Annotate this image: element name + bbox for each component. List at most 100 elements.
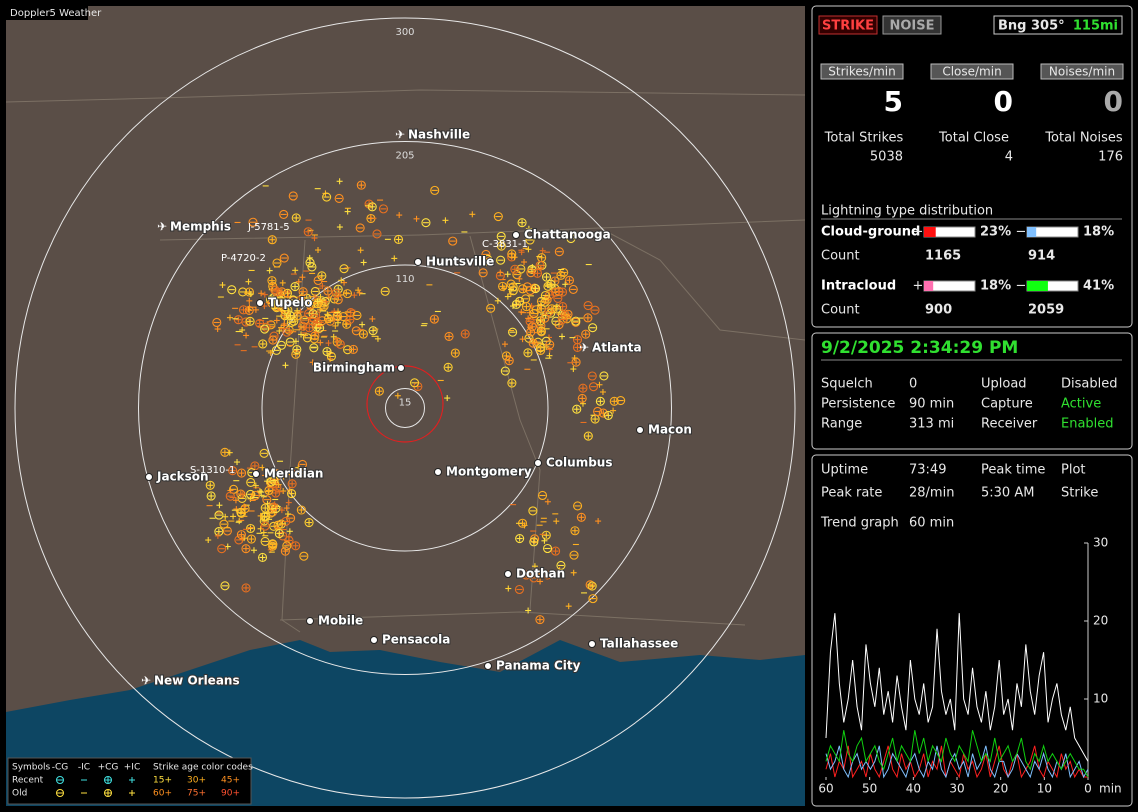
- sign: −: [1016, 279, 1027, 294]
- sign: −: [1016, 225, 1027, 240]
- strike-ring: [507, 378, 517, 388]
- strike-ring: [266, 320, 276, 330]
- range-ring: [138, 141, 672, 675]
- strike-ring: [348, 344, 358, 354]
- strike-symbol: [247, 291, 254, 298]
- strike-symbol: [343, 289, 350, 296]
- strike-ring: [342, 289, 353, 299]
- setting: Disabled: [1061, 377, 1117, 392]
- strike-ring: [581, 329, 591, 339]
- strike-symbol: [284, 325, 294, 335]
- strike-symbol: [260, 529, 267, 536]
- city-dot: [512, 231, 520, 239]
- strike-ring: [246, 477, 256, 487]
- strike-symbol: [603, 410, 613, 420]
- strike-ring: [546, 279, 556, 289]
- strike-symbol: [266, 267, 273, 274]
- strike-symbol: [252, 306, 259, 313]
- strike-symbol: [258, 489, 265, 496]
- rate-button[interactable]: [1040, 63, 1124, 80]
- strike-ring: [276, 340, 287, 350]
- setting: Capture: [981, 397, 1033, 412]
- strike-symbol: [291, 213, 301, 223]
- strike-ring: [583, 300, 593, 311]
- strike-symbol: [300, 315, 310, 325]
- strike-symbol: [267, 276, 277, 286]
- age-code: 30+: [187, 776, 206, 786]
- strike-symbol: [309, 334, 319, 344]
- strike-symbol: [368, 326, 378, 336]
- strike-symbol: [551, 546, 561, 556]
- strike-ring: [320, 297, 330, 307]
- strike-symbol: [590, 414, 600, 424]
- x-tick-label: 10: [1037, 782, 1052, 796]
- strike-symbol: [537, 253, 547, 263]
- airport-icon: ✈: [157, 220, 167, 234]
- strike-symbol: [271, 501, 278, 508]
- strike-symbol: [588, 382, 599, 392]
- strike-symbol: [282, 362, 289, 369]
- strike-button[interactable]: [818, 15, 878, 35]
- strike-ring: [299, 551, 309, 561]
- rate-button[interactable]: [820, 63, 904, 80]
- count-value: 900: [925, 303, 952, 318]
- strike-symbol: [360, 259, 367, 266]
- noise-button[interactable]: [882, 15, 942, 35]
- strike-ring: [227, 285, 237, 295]
- age-code: 15+: [153, 776, 172, 786]
- strike-ring: [536, 327, 546, 337]
- strike-symbol: [358, 329, 368, 339]
- strike-ring: [283, 305, 293, 315]
- strike-symbol: [496, 241, 506, 251]
- strike-ring: [334, 193, 344, 204]
- strike-symbol: [287, 489, 297, 499]
- strike-symbol: [588, 594, 598, 604]
- strike-symbol: [547, 304, 557, 314]
- strike-symbol: [359, 321, 366, 328]
- strike-symbol: [498, 281, 508, 291]
- total-label: Total Close: [938, 131, 1009, 146]
- total-value: 4: [1005, 150, 1013, 165]
- strike-ring: [588, 382, 599, 392]
- strike-symbol: [352, 310, 362, 320]
- city-label: Birmingham: [313, 361, 395, 375]
- strike-ring: [522, 282, 532, 292]
- city-label: Tupelo: [268, 296, 313, 310]
- legend-label: Recent: [12, 776, 44, 786]
- strike-symbol: [573, 501, 583, 511]
- strike-symbol: [336, 224, 343, 231]
- strike-symbol: [351, 326, 361, 336]
- strike-symbol: [508, 282, 518, 292]
- strike-ring: [559, 267, 569, 278]
- strike-symbol: [544, 498, 551, 505]
- legend-sym: [56, 776, 64, 784]
- strike-symbol: [279, 253, 289, 263]
- strike-ring: [578, 383, 588, 393]
- legend-col: -IC: [78, 763, 90, 773]
- strike-symbol: [529, 315, 539, 325]
- strike-symbol: [599, 388, 606, 395]
- strike-symbol: [504, 293, 511, 300]
- strike-symbol: [239, 327, 246, 334]
- strike-ring: [270, 285, 280, 295]
- age-code: 45+: [221, 776, 240, 786]
- strike-symbol: [562, 314, 572, 324]
- strike-symbol: [356, 180, 366, 190]
- strike-symbol: [281, 516, 291, 526]
- strike-symbol: [374, 386, 384, 396]
- strike-symbol: [521, 302, 531, 312]
- strike-symbol: [541, 530, 551, 540]
- strike-symbol: [298, 287, 308, 297]
- strike-symbol: [313, 275, 323, 286]
- strike-symbol: [576, 512, 586, 522]
- strike-symbol: [504, 271, 511, 278]
- strike-ring: [255, 318, 265, 329]
- strike-symbol: [525, 315, 532, 322]
- rate-button[interactable]: [930, 63, 1014, 80]
- strike-ring: [508, 282, 518, 292]
- strike-symbol: [285, 311, 295, 321]
- strike-symbol: [556, 560, 566, 571]
- age-code: 90+: [221, 789, 240, 799]
- strike-symbol: [286, 528, 293, 535]
- strike-symbol: [319, 282, 326, 289]
